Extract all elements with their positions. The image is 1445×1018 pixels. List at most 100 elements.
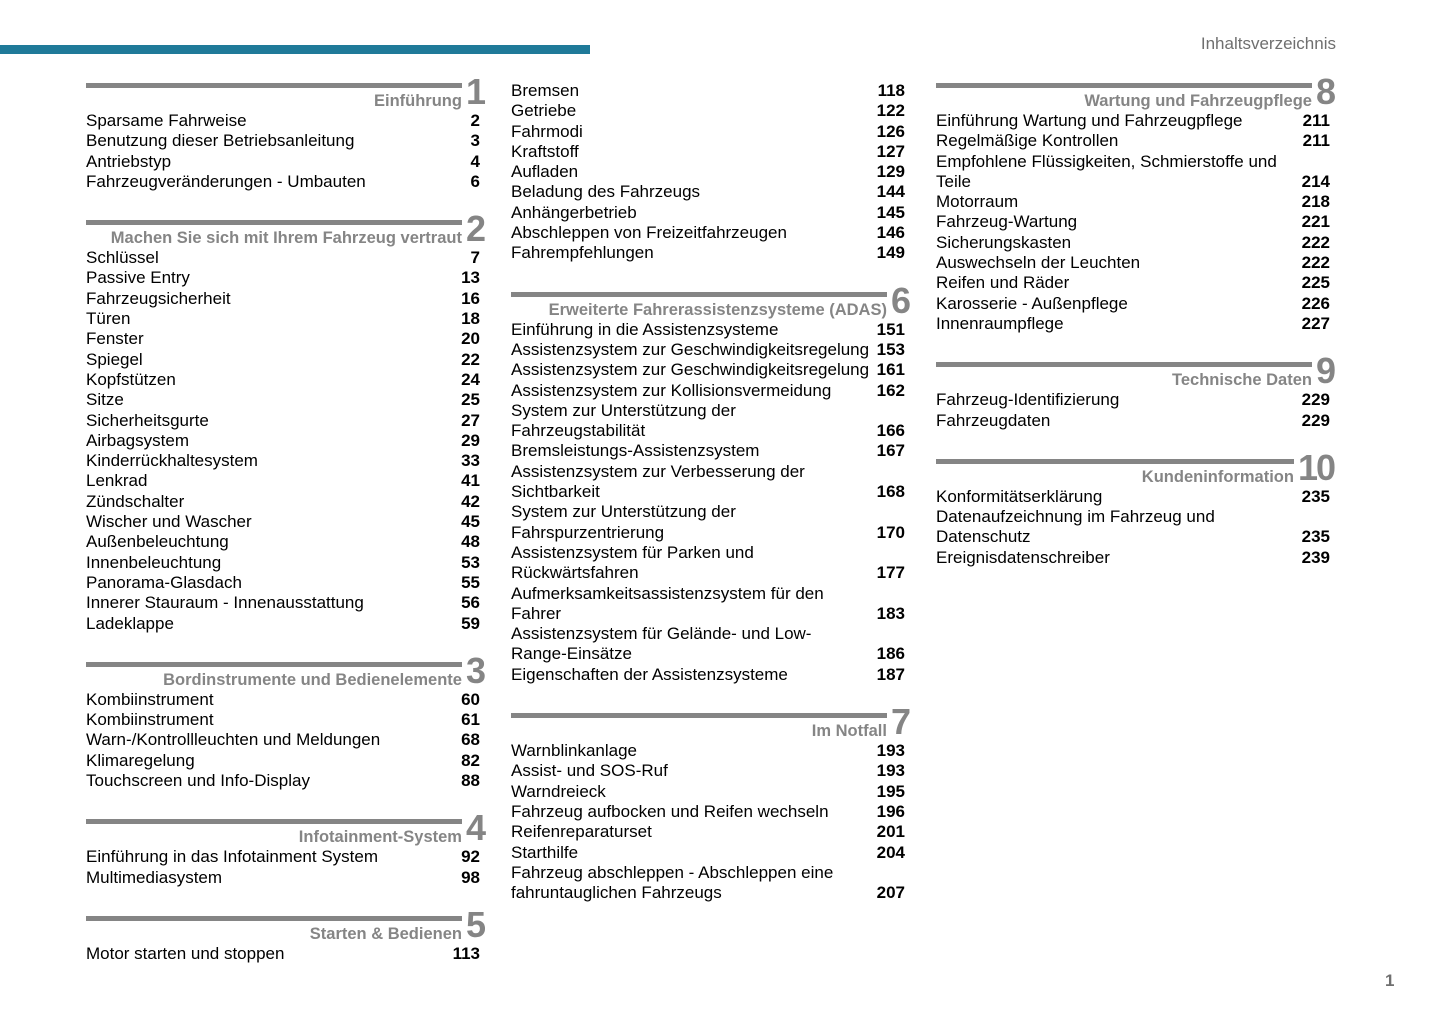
- section-title[interactable]: Kundeninformation: [1141, 467, 1294, 486]
- toc-entry[interactable]: Innenbeleuchtung 53: [86, 553, 484, 573]
- entry-title[interactable]: Innenbeleuchtung: [86, 553, 446, 573]
- entry-page-number[interactable]: 7: [470, 248, 480, 268]
- entry-title[interactable]: Einführung in das Infotainment System: [86, 847, 446, 867]
- entry-title[interactable]: Regelmäßige Kontrollen: [936, 131, 1296, 151]
- toc-entry[interactable]: Kraftstoff 127: [511, 142, 909, 162]
- entry-page-number[interactable]: 45: [461, 512, 480, 532]
- entry-page-number[interactable]: 82: [461, 750, 480, 770]
- entry-page-number[interactable]: 149: [876, 243, 905, 263]
- entry-title[interactable]: Assistenzsystem zur Geschwindigkeitsrege…: [511, 340, 871, 360]
- entry-title[interactable]: Touchscreen und Info-Display: [86, 771, 446, 791]
- entry-page-number[interactable]: 177: [876, 563, 905, 583]
- entry-title[interactable]: Kinderrückhaltesystem: [86, 451, 446, 471]
- entry-title[interactable]: Sicherheitsgurte: [86, 411, 446, 431]
- entry-page-number[interactable]: 193: [876, 761, 905, 781]
- entry-page-number[interactable]: 55: [461, 572, 480, 592]
- entry-page-number[interactable]: 92: [461, 847, 480, 867]
- entry-title[interactable]: Fahrzeug-Identifizierung: [936, 390, 1296, 410]
- toc-entry[interactable]: Bremsen 118: [511, 81, 909, 101]
- entry-page-number[interactable]: 126: [876, 121, 905, 141]
- toc-entry[interactable]: System zur Unterstützung der Fahrzeugstab…: [511, 401, 909, 442]
- toc-entry[interactable]: Reifenreparaturset 201: [511, 822, 909, 842]
- entry-title[interactable]: Karosserie - Außenpflege: [936, 294, 1296, 314]
- entry-page-number[interactable]: 24: [461, 369, 480, 389]
- toc-entry[interactable]: Passive Entry 13: [86, 268, 484, 288]
- entry-title[interactable]: Datenaufzeichnung im Fahrzeug und Datensc…: [936, 507, 1296, 548]
- entry-page-number[interactable]: 211: [1302, 131, 1330, 151]
- entry-title[interactable]: Anhängerbetrieb: [511, 203, 871, 223]
- toc-entry[interactable]: Assistenzsystem zur Kollisionsvermeidung…: [511, 381, 909, 401]
- section-title[interactable]: Technische Daten: [1171, 371, 1312, 390]
- toc-entry[interactable]: Fahrzeugdaten 229: [936, 411, 1334, 431]
- entry-title[interactable]: Benutzung dieser Betriebsanleitung: [86, 131, 446, 151]
- entry-title[interactable]: Motor starten und stoppen: [86, 944, 446, 964]
- entry-page-number[interactable]: 187: [876, 664, 905, 684]
- entry-title[interactable]: Assistenzsystem zur Kollisionsvermeidung: [511, 381, 871, 401]
- entry-title[interactable]: Fahrzeugdaten: [936, 411, 1296, 431]
- toc-entry[interactable]: Warn-/Kontrollleuchten und Meldungen 68: [86, 730, 484, 750]
- entry-page-number[interactable]: 6: [470, 171, 480, 191]
- entry-title[interactable]: Fahrzeugveränderungen - Umbauten: [86, 172, 446, 192]
- toc-entry[interactable]: Kombiinstrument 61: [86, 710, 484, 730]
- entry-title[interactable]: System zur Unterstützung der Fahrspurzent…: [511, 502, 871, 543]
- toc-entry[interactable]: Warndreieck 195: [511, 782, 909, 802]
- toc-entry[interactable]: Fahrzeug aufbocken und Reifen wechseln 19…: [511, 802, 909, 822]
- entry-title[interactable]: Lenkrad: [86, 471, 446, 491]
- entry-page-number[interactable]: 61: [461, 710, 480, 730]
- toc-entry[interactable]: Außenbeleuchtung 48: [86, 532, 484, 552]
- section-title[interactable]: Infotainment-System: [298, 828, 462, 847]
- entry-page-number[interactable]: 166: [876, 421, 905, 441]
- toc-entry[interactable]: Motorraum 218: [936, 192, 1334, 212]
- entry-page-number[interactable]: 235: [1301, 486, 1330, 506]
- toc-entry[interactable]: Assistenzsystem zur Verbesserung der Sich…: [511, 462, 909, 503]
- entry-title[interactable]: Beladung des Fahrzeugs: [511, 182, 871, 202]
- section-title[interactable]: Wartung und Fahrzeugpflege: [1084, 92, 1312, 110]
- entry-page-number[interactable]: 170: [876, 522, 905, 542]
- toc-entry[interactable]: Kinderrückhaltesystem 33: [86, 451, 484, 471]
- entry-title[interactable]: Klimaregelung: [86, 751, 446, 771]
- entry-page-number[interactable]: 207: [876, 883, 905, 903]
- entry-page-number[interactable]: 42: [461, 491, 480, 511]
- entry-page-number[interactable]: 186: [876, 644, 905, 664]
- entry-title[interactable]: Assist- und SOS-Ruf: [511, 761, 871, 781]
- toc-entry[interactable]: System zur Unterstützung der Fahrspurzent…: [511, 502, 909, 543]
- toc-entry[interactable]: Multimediasystem 98: [86, 868, 484, 888]
- entry-title[interactable]: Ereignisdatenschreiber: [936, 548, 1296, 568]
- entry-title[interactable]: Airbagsystem: [86, 431, 446, 451]
- toc-entry[interactable]: Ladeklappe 59: [86, 614, 484, 634]
- entry-page-number[interactable]: 226: [1301, 293, 1330, 313]
- toc-entry[interactable]: Fahrempfehlungen 149: [511, 243, 909, 263]
- toc-entry[interactable]: Einführung in das Infotainment System 92: [86, 847, 484, 867]
- toc-entry[interactable]: Beladung des Fahrzeugs 144: [511, 182, 909, 202]
- entry-page-number[interactable]: 193: [876, 741, 905, 761]
- toc-entry[interactable]: Ereignisdatenschreiber 239: [936, 548, 1334, 568]
- toc-entry[interactable]: Motor starten und stoppen 113: [86, 944, 484, 964]
- entry-page-number[interactable]: 27: [461, 410, 480, 430]
- toc-entry[interactable]: Sicherungskasten 222: [936, 233, 1334, 253]
- entry-page-number[interactable]: 227: [1301, 313, 1330, 333]
- entry-title[interactable]: Aufmerksamkeitsassistenzsystem für den Fa…: [511, 584, 871, 625]
- entry-page-number[interactable]: 201: [876, 822, 905, 842]
- entry-title[interactable]: Einführung in die Assistenzsysteme: [511, 320, 871, 340]
- toc-entry[interactable]: Kopfstützen 24: [86, 370, 484, 390]
- toc-entry[interactable]: Fahrzeug-Wartung 221: [936, 212, 1334, 232]
- toc-entry[interactable]: Innenraumpflege 227: [936, 314, 1334, 334]
- entry-title[interactable]: Bremsen: [511, 81, 871, 101]
- toc-entry[interactable]: Fenster 20: [86, 329, 484, 349]
- toc-entry[interactable]: Anhängerbetrieb 145: [511, 203, 909, 223]
- entry-title[interactable]: Warnblinkanlage: [511, 741, 871, 761]
- toc-entry[interactable]: Kombiinstrument 60: [86, 690, 484, 710]
- entry-page-number[interactable]: 218: [1301, 192, 1330, 212]
- entry-page-number[interactable]: 68: [461, 730, 480, 750]
- entry-title[interactable]: Assistenzsystem zur Verbesserung der Sich…: [511, 462, 871, 503]
- toc-entry[interactable]: Wischer und Wascher 45: [86, 512, 484, 532]
- toc-entry[interactable]: Assistenzsystem für Gelände- und Low- Ran…: [511, 624, 909, 665]
- toc-entry[interactable]: Abschleppen von Freizeitfahrzeugen 146: [511, 223, 909, 243]
- section-title[interactable]: Erweiterte Fahrerassistenzsysteme (ADAS): [548, 300, 887, 319]
- entry-title[interactable]: Kraftstoff: [511, 142, 871, 162]
- entry-title[interactable]: Passive Entry: [86, 268, 446, 288]
- entry-page-number[interactable]: 204: [876, 842, 905, 862]
- section-title[interactable]: Im Notfall: [811, 722, 887, 741]
- entry-title[interactable]: Schlüssel: [86, 248, 446, 268]
- entry-title[interactable]: Fahrzeug aufbocken und Reifen wechseln: [511, 802, 871, 822]
